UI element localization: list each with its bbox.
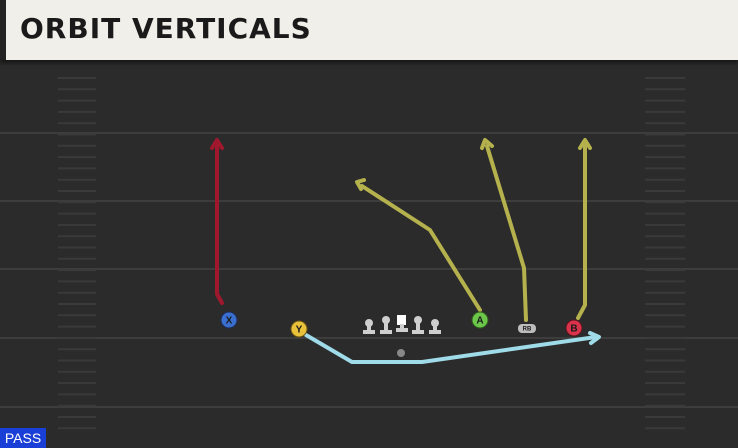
arrow [588, 331, 601, 345]
player-label: X [226, 316, 233, 327]
route-a [360, 184, 482, 312]
player-y [290, 320, 308, 338]
route-rb [485, 144, 528, 322]
route-y [304, 333, 598, 364]
arrow [355, 178, 366, 191]
arrow [210, 138, 224, 150]
ball [397, 349, 405, 357]
player-label: B [570, 324, 577, 335]
player-b [565, 319, 583, 337]
header: ORBIT VERTICALS [0, 0, 738, 60]
field-bg [0, 60, 738, 448]
player-label: Y [296, 325, 303, 336]
linemen [363, 315, 441, 334]
title: ORBIT VERTICALS [20, 12, 312, 45]
arrow [480, 138, 494, 150]
routes [210, 138, 601, 364]
arrow [578, 138, 592, 150]
player-a [471, 311, 489, 329]
route-x [215, 144, 224, 305]
route-b [576, 144, 587, 320]
header-accent [0, 0, 6, 60]
yard-lines [0, 132, 738, 408]
player-x [220, 311, 238, 329]
play-type-badge: PASS [0, 428, 46, 448]
player-label: A [476, 316, 483, 327]
hash-marks [58, 77, 685, 430]
player-rb [518, 324, 536, 333]
player-label: RB [523, 327, 532, 333]
